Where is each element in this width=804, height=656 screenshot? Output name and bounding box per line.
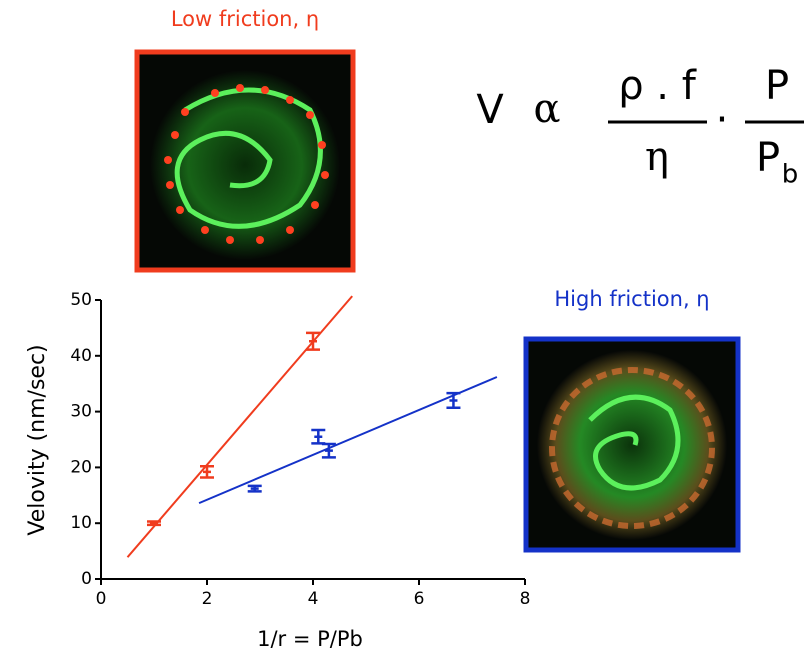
formula-term: P	[765, 63, 789, 109]
formula-term: ·	[716, 97, 729, 143]
y-tick-label: 50	[70, 290, 92, 310]
x-tick-label: 0	[96, 589, 107, 609]
error-bar-point	[247, 484, 262, 493]
y-tick-label: 30	[70, 402, 92, 422]
formula-term: P	[756, 135, 780, 181]
error-bar-point	[311, 428, 326, 445]
formula-term: V	[476, 87, 504, 133]
fit-line	[126, 295, 353, 558]
y-tick-label: 40	[70, 346, 92, 366]
micrograph	[134, 49, 356, 273]
fit-line	[198, 376, 498, 505]
formula-subscript: b	[782, 160, 799, 190]
image-label: Low friction, η	[171, 7, 319, 31]
y-tick-label: 20	[70, 457, 92, 477]
y-tick-label: 0	[81, 569, 92, 589]
error-bar-point	[147, 520, 161, 527]
formula-term: α	[533, 86, 560, 132]
y-tick-label: 10	[70, 513, 92, 533]
micrograph	[523, 336, 741, 553]
y-axis-label: Velovity (nm/sec)	[25, 344, 50, 535]
x-tick-label: 8	[520, 589, 531, 609]
x-axis-label: 1/r = P/Pb	[257, 627, 363, 651]
image-label: High friction, η	[554, 287, 709, 311]
error-bar-point	[200, 465, 214, 479]
error-bar-point	[446, 391, 461, 409]
error-bar-point	[306, 331, 320, 351]
x-tick-label: 2	[202, 589, 213, 609]
formula-term: η	[645, 134, 669, 180]
x-tick-label: 6	[414, 589, 425, 609]
error-bar-point	[321, 442, 336, 459]
plot: 0 10 20 30 40 50 0 2 4 6 8	[70, 290, 530, 609]
x-tick-label: 4	[308, 589, 319, 609]
formula-term: ρ . f	[618, 63, 697, 109]
formula: V α ρ . f η · P P b	[476, 63, 804, 190]
